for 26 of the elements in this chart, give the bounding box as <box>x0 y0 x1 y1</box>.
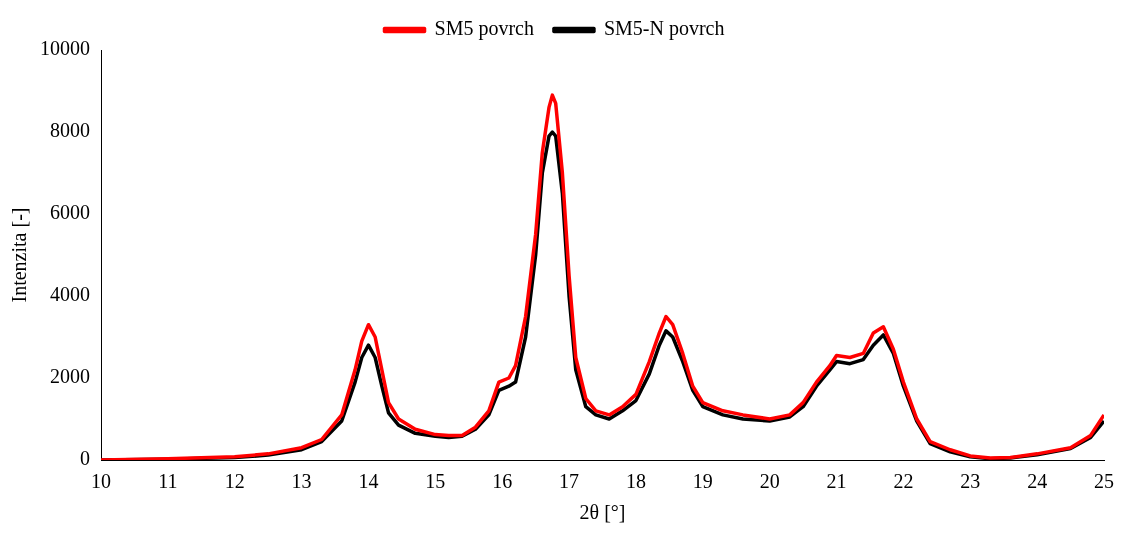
x-tick-label: 24 <box>1027 470 1048 493</box>
x-tick-label: 18 <box>625 470 646 493</box>
x-tick-label: 20 <box>759 470 780 493</box>
x-tick-label: 11 <box>158 470 178 493</box>
x-tick-label: 15 <box>425 470 446 493</box>
y-tick-label: 6000 <box>50 201 90 224</box>
y-tick-label: 2000 <box>50 365 90 388</box>
x-tick-label: 19 <box>692 470 713 493</box>
x-tick-label: 12 <box>224 470 245 493</box>
y-tick-label: 0 <box>80 447 90 470</box>
y-tick-label: 10000 <box>40 37 90 60</box>
x-tick-label: 14 <box>358 470 379 493</box>
y-tick-label: 4000 <box>50 283 90 306</box>
x-tick-label: 23 <box>960 470 981 493</box>
x-tick-label: 13 <box>291 470 312 493</box>
y-axis-title: Intenzita [-] <box>8 207 31 303</box>
legend-label: SM5-N povrch <box>603 17 725 41</box>
x-tick-label: 17 <box>559 470 580 493</box>
x-tick-label: 22 <box>893 470 914 493</box>
y-tick-label: 8000 <box>50 119 90 142</box>
x-tick-label: 10 <box>91 470 111 493</box>
x-tick-label: 21 <box>826 470 847 493</box>
x-tick-label: 25 <box>1094 470 1114 493</box>
x-tick-label: 16 <box>492 470 513 493</box>
legend-label: SM5 povrch <box>434 17 534 41</box>
x-axis-title: 2θ [°] <box>579 501 626 524</box>
